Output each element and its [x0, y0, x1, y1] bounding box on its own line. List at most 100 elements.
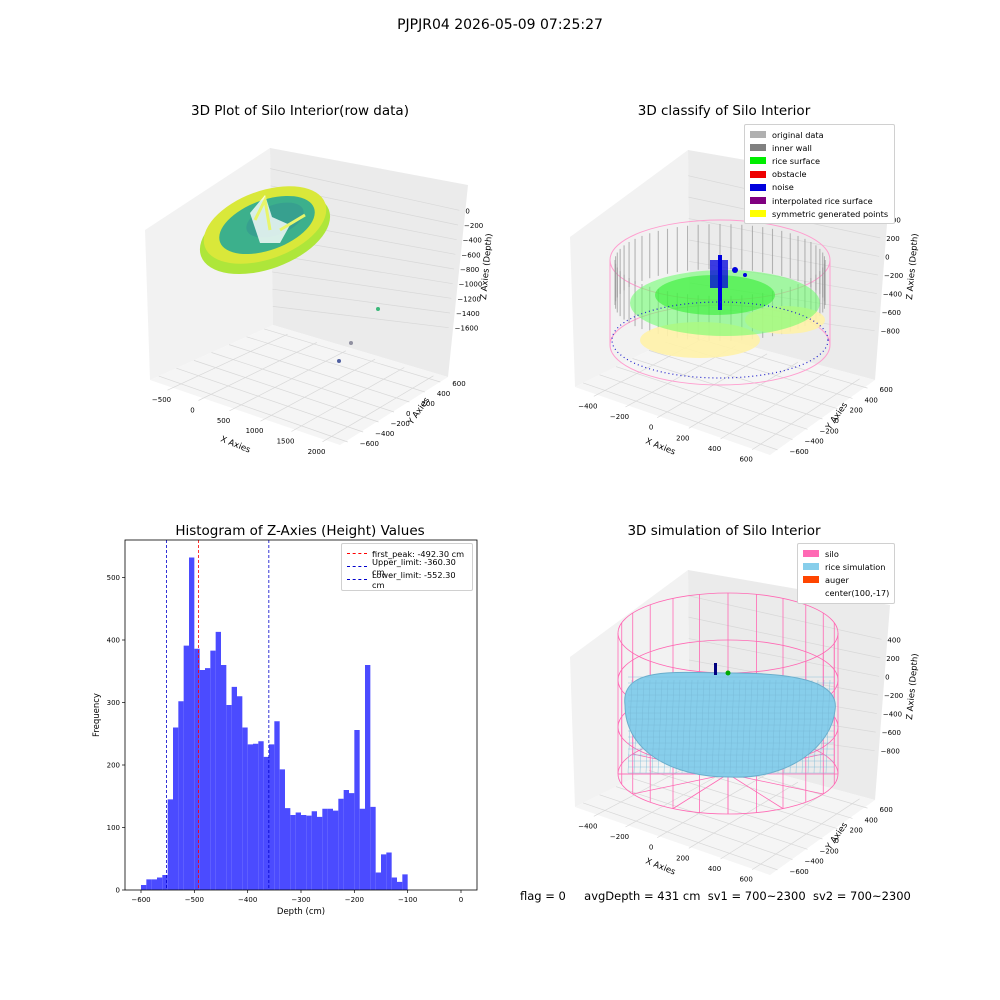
histogram-bar: [231, 686, 237, 890]
z-tick-label: −1400: [456, 310, 480, 318]
legend-item: center(100,-17): [803, 587, 889, 600]
histogram-bar: [157, 877, 163, 890]
z-tick-label: −800: [881, 328, 900, 336]
histogram-bar: [141, 885, 147, 890]
z-tick-label: −400: [463, 237, 482, 245]
x-tick-label: −200: [610, 413, 629, 421]
legend-item: silo: [803, 547, 889, 560]
x-tick-label: −600: [131, 896, 150, 904]
histogram-bar: [167, 799, 173, 890]
x-tick-label: −300: [291, 896, 310, 904]
histogram-bar: [178, 701, 184, 890]
legend-label: obstacle: [772, 169, 807, 180]
x-tick-label: −200: [345, 896, 364, 904]
x-tick-label: 2000: [308, 448, 326, 455]
histogram-bar: [205, 668, 211, 890]
y-tick-label: −600: [790, 448, 809, 456]
y-tick-label: 0: [835, 837, 839, 845]
histogram-title: Histogram of Z-Axies (Height) Values: [175, 523, 425, 539]
histogram-bar: [343, 790, 349, 890]
y-tick-label: 0: [406, 410, 410, 418]
z-tick-label: −1000: [459, 281, 483, 289]
y-tick-label: 600: [452, 380, 465, 388]
x-tick-label: 0: [190, 407, 194, 415]
z-tick-label: −600: [882, 729, 901, 737]
z-tick-label: 400: [887, 636, 900, 644]
y-tick-label: 400: [865, 396, 878, 404]
z-tick-label: −200: [464, 222, 483, 230]
histogram-bar: [221, 665, 227, 890]
histogram-bar: [263, 756, 269, 890]
simulation-legend: silo rice simulation auger center(100,-17): [797, 543, 895, 604]
z-tick-label: 0: [885, 673, 889, 681]
legend-item: Upper_limit: -360.30 cm: [347, 557, 467, 577]
histogram-bar: [269, 744, 275, 890]
x-tick-label: 600: [739, 876, 752, 884]
histogram-bar: [301, 815, 307, 890]
x-tick-label: 0: [649, 844, 653, 852]
x-tick-label: 0: [649, 424, 653, 432]
z-tick-label: −200: [884, 692, 903, 700]
legend-label: noise: [772, 182, 794, 193]
y-tick-label: 600: [880, 386, 893, 394]
y-tick-label: 400: [107, 637, 120, 645]
histogram-bar: [381, 854, 387, 890]
histogram-bar: [386, 852, 392, 890]
legend-label: silo: [825, 548, 839, 559]
legend-label: rice simulation: [825, 561, 886, 572]
x-tick-label: −100: [398, 896, 417, 904]
raw-x-label: X Axies: [219, 435, 252, 455]
x-tick-label: −400: [578, 822, 597, 830]
raw-plot-title: 3D Plot of Silo Interior(row data): [191, 103, 409, 119]
legend-label: center(100,-17): [825, 588, 890, 599]
legend-label: original data: [772, 129, 824, 140]
z-tick-label: 0: [885, 253, 889, 261]
y-tick-label: 300: [107, 699, 120, 707]
x-tick-label: 400: [708, 865, 721, 873]
x-tick-label: 0: [459, 896, 463, 904]
histogram-y-label: Frequency: [92, 693, 102, 737]
z-tick-label: −1200: [457, 295, 481, 303]
y-tick-label: 200: [107, 762, 120, 770]
x-tick-label: 1500: [277, 438, 295, 446]
z-tick-label: −200: [884, 272, 903, 280]
legend-swatch: [803, 576, 819, 584]
legend-swatch: [750, 210, 766, 218]
z-tick-label: −600: [461, 251, 480, 259]
auger: [714, 663, 731, 676]
y-tick-label: −200: [820, 427, 839, 435]
histogram-bar: [183, 645, 189, 890]
histogram-bar: [279, 769, 285, 890]
histogram-bar: [397, 881, 403, 890]
y-tick-label: −200: [820, 847, 839, 855]
legend-item: Lower_limit: -552.30 cm: [347, 570, 467, 590]
histogram-bar: [402, 874, 408, 890]
legend-swatch: [750, 170, 766, 178]
z-tick-label: −800: [460, 266, 479, 274]
y-tick-label: 0: [116, 887, 120, 895]
simulation-3d-plot: −400−20002004006006004002000−200−400−600…: [570, 570, 921, 884]
histogram-bar: [322, 808, 328, 890]
x-tick-label: 600: [739, 456, 752, 464]
legend-item: rice surface: [750, 154, 889, 167]
y-tick-label: 100: [107, 824, 120, 832]
histogram-bar: [359, 808, 365, 890]
legend-swatch: [750, 157, 766, 165]
histogram-bar: [189, 557, 195, 890]
legend-item: auger: [803, 573, 889, 586]
y-tick-label: 200: [850, 407, 863, 415]
histogram-bar: [242, 727, 248, 890]
x-tick-label: −500: [185, 896, 204, 904]
histogram-bar: [151, 879, 157, 890]
z-tick-label: −400: [883, 711, 902, 719]
simulation-x-label: X Axies: [644, 857, 677, 878]
histogram-bar: [290, 815, 296, 890]
simulation-z-label: Z Axies (Depth): [905, 653, 921, 720]
y-tick-label: 200: [850, 827, 863, 835]
y-tick-label: 200: [421, 400, 434, 408]
legend-swatch: [750, 197, 766, 205]
histogram-bar: [194, 648, 200, 890]
legend-label: Lower_limit: -552.30 cm: [372, 569, 456, 590]
histogram-bar: [162, 875, 168, 890]
histogram-legend: first_peak: -492.30 cm Upper_limit: -360.…: [341, 543, 473, 591]
